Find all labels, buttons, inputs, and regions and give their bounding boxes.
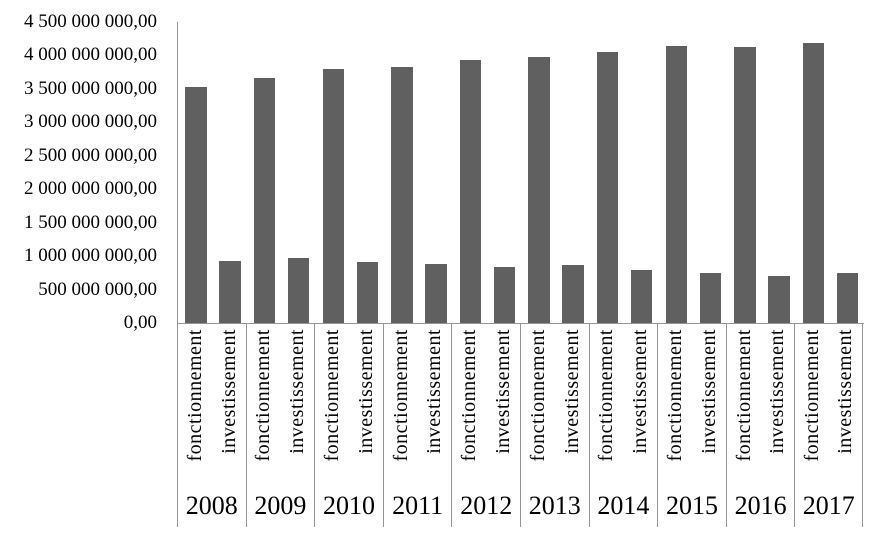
- category-sub-label: fonctionnement: [732, 329, 755, 462]
- category-year-label: 2011: [392, 491, 444, 521]
- category-sub-label-slot: investissement: [692, 329, 726, 494]
- category-group-2011: fonctionnement investissement 2011: [382, 324, 452, 527]
- category-sub-label-slot: fonctionnement: [795, 329, 828, 494]
- bar-investissement-2010: [356, 262, 378, 323]
- y-axis-tick-label: 2 000 000 000,00: [24, 178, 157, 200]
- category-sub-label-slot: investissement: [418, 329, 452, 494]
- category-sub-label: investissement: [286, 329, 309, 454]
- y-axis-line: [177, 22, 178, 323]
- category-group-2014: fonctionnement investissement 2014: [588, 324, 658, 527]
- y-axis-tick-label: 3 500 000 000,00: [24, 77, 157, 99]
- bar-investissement-2012: [493, 266, 516, 323]
- category-group-2012: fonctionnement investissement 2012: [451, 324, 520, 527]
- bar-investissement-2014: [630, 270, 653, 323]
- y-axis-tick-label: 4 000 000 000,00: [24, 44, 157, 66]
- category-sub-label: investissement: [492, 329, 515, 454]
- bar-fonctionnement-2013: [528, 56, 550, 323]
- category-sub-label-slot: investissement: [761, 329, 795, 494]
- bar-fonctionnement-2010: [322, 69, 344, 323]
- category-sub-label-slot: investissement: [623, 329, 657, 494]
- bar-investissement-2013: [562, 265, 584, 323]
- category-sub-label-slot: investissement: [555, 329, 589, 494]
- category-sub-label: fonctionnement: [595, 329, 618, 462]
- y-axis-tick-label: 1 000 000 000,00: [24, 245, 157, 267]
- category-year-label: 2012: [460, 491, 513, 521]
- category-group-2017: fonctionnement investissement 2017: [794, 324, 863, 527]
- category-year-label: 2015: [665, 491, 718, 521]
- bar-fonctionnement-2009: [253, 78, 276, 323]
- category-year-label: 2009: [254, 491, 307, 521]
- category-sub-label: fonctionnement: [321, 329, 344, 462]
- category-sub-label-slot: fonctionnement: [658, 329, 692, 494]
- category-year-label: 2016: [734, 491, 787, 521]
- bar-investissement-2017: [836, 272, 859, 323]
- category-sub-label-slot: fonctionnement: [178, 329, 212, 494]
- bar-investissement-2016: [768, 275, 790, 323]
- category-sub-label: fonctionnement: [664, 329, 687, 462]
- category-sub-label-slot: investissement: [349, 329, 383, 494]
- bar-investissement-2011: [425, 263, 447, 323]
- category-sub-label: investissement: [834, 329, 857, 454]
- category-group-2015: fonctionnement investissement 2015: [657, 324, 726, 527]
- bar-investissement-2015: [699, 272, 721, 323]
- bar-fonctionnement-2014: [596, 52, 619, 323]
- category-group-2010: fonctionnement investissement 2010: [314, 324, 383, 527]
- category-sub-label-slot: fonctionnement: [727, 329, 761, 494]
- bar-fonctionnement-2012: [459, 60, 482, 323]
- category-sub-label-slot: fonctionnement: [247, 329, 281, 494]
- bar-investissement-2008: [219, 260, 241, 323]
- category-sub-label: investissement: [217, 329, 240, 454]
- y-axis-tick-label: 0,00: [123, 312, 157, 333]
- bar-fonctionnement-2017: [802, 42, 825, 323]
- category-sub-label: investissement: [766, 329, 789, 454]
- category-sub-label: fonctionnement: [389, 329, 412, 462]
- category-sub-label: fonctionnement: [526, 329, 549, 462]
- category-sub-label: investissement: [423, 329, 446, 454]
- category-sub-label: investissement: [354, 329, 377, 454]
- bar-fonctionnement-2008: [185, 86, 207, 323]
- category-sub-label: investissement: [560, 329, 583, 454]
- category-group-2016: fonctionnement investissement 2016: [725, 324, 795, 527]
- category-sub-label-slot: fonctionnement: [521, 329, 555, 494]
- bar-investissement-2009: [287, 257, 310, 323]
- y-axis-tick-label: 500 000 000,00: [38, 278, 157, 300]
- y-axis-tick-label: 4 500 000 000,00: [24, 11, 157, 32]
- category-group-2008: fonctionnement investissement 2008: [177, 324, 246, 527]
- category-group-2013: fonctionnement investissement 2013: [520, 324, 589, 527]
- category-sub-label-slot: investissement: [212, 329, 246, 494]
- y-axis-tick-label: 3 000 000 000,00: [24, 111, 157, 133]
- category-sub-label: investissement: [697, 329, 720, 454]
- category-group-2009: fonctionnement investissement 2009: [245, 324, 315, 527]
- category-sub-label-slot: fonctionnement: [315, 329, 349, 494]
- bar-fonctionnement-2015: [665, 46, 687, 323]
- category-sub-label: fonctionnement: [458, 329, 481, 462]
- y-axis-tick-label: 2 500 000 000,00: [24, 144, 157, 166]
- category-sub-label-slot: fonctionnement: [384, 329, 418, 494]
- category-year-label: 2010: [322, 491, 375, 521]
- category-sub-label: fonctionnement: [183, 329, 206, 462]
- bar-fonctionnement-2016: [734, 47, 756, 323]
- category-sub-label-slot: fonctionnement: [590, 329, 624, 494]
- category-sub-label-slot: fonctionnement: [452, 329, 486, 494]
- category-sub-label: fonctionnement: [252, 329, 275, 462]
- category-year-label: 2017: [802, 491, 855, 521]
- category-year-label: 2008: [185, 491, 238, 521]
- category-sub-label: fonctionnement: [801, 329, 824, 462]
- y-axis-tick-label: 1 500 000 000,00: [24, 211, 157, 233]
- category-sub-label-slot: investissement: [280, 329, 314, 494]
- x-axis-line: [177, 323, 864, 324]
- category-sub-label-slot: investissement: [829, 329, 862, 494]
- category-sub-label-slot: investissement: [486, 329, 520, 494]
- bar-fonctionnement-2011: [391, 66, 413, 323]
- category-year-label: 2014: [597, 491, 650, 521]
- category-sub-label: investissement: [629, 329, 652, 454]
- category-year-label: 2013: [528, 491, 581, 521]
